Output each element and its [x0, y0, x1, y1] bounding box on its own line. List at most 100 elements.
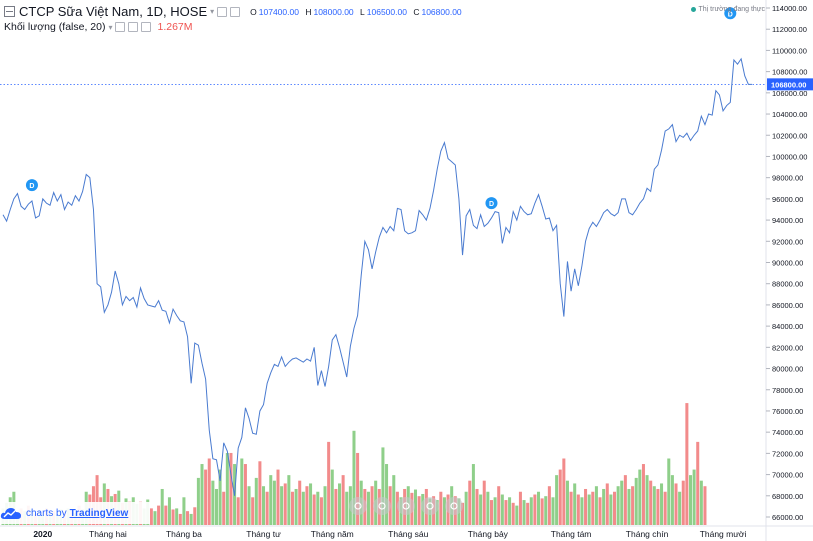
volume-bar — [489, 500, 493, 525]
y-tick-label: 66000.00 — [772, 513, 803, 522]
x-tick-label: Tháng tám — [551, 529, 592, 539]
eye-icon[interactable] — [217, 6, 228, 17]
volume-bar — [500, 494, 504, 525]
volume-bar — [703, 486, 707, 525]
volume-bar — [609, 494, 613, 525]
volume-bar — [493, 497, 497, 525]
volume-bar — [207, 458, 211, 525]
volume-bar — [544, 496, 548, 525]
volume-title[interactable]: Khối lượng (false, 20) — [4, 21, 106, 33]
scroll-right-icon[interactable] — [421, 497, 439, 515]
x-tick-label: Tháng chín — [626, 529, 669, 539]
volume-bar — [670, 475, 674, 526]
watermark-brand[interactable]: TradingView — [69, 507, 129, 519]
volume-bar — [385, 464, 389, 525]
volume-bar — [584, 488, 588, 525]
volume-bar — [594, 486, 598, 525]
volume-bar — [439, 491, 443, 525]
y-tick-label: 86000.00 — [772, 301, 803, 310]
tradingview-watermark[interactable]: charts by TradingView — [0, 502, 150, 524]
volume-bar — [312, 494, 316, 525]
scroll-left-icon-glyph — [402, 502, 410, 510]
open-value: 107400.00 — [258, 6, 299, 17]
volume-bar — [565, 480, 569, 525]
volume-bar — [547, 486, 551, 525]
volume-bar — [283, 483, 287, 525]
low-label: L — [360, 6, 365, 17]
last-price-badge — [767, 78, 813, 91]
volume-bar — [464, 491, 468, 525]
chevron-down-icon[interactable]: ▾ — [210, 7, 215, 16]
high-label: H — [305, 6, 312, 17]
reset-view-icon[interactable] — [445, 497, 463, 515]
zoom-out-icon[interactable] — [349, 497, 367, 515]
volume-bar — [167, 497, 171, 525]
volume-bar — [182, 497, 186, 525]
volume-bar — [685, 403, 689, 525]
low-value: 106500.00 — [366, 6, 407, 17]
y-tick-label: 96000.00 — [772, 195, 803, 204]
volume-bar — [435, 500, 439, 525]
volume-bar — [214, 488, 218, 525]
volume-bar — [551, 497, 555, 525]
collapse-legend-button[interactable] — [4, 6, 15, 17]
open-label: O — [250, 6, 257, 17]
eye-icon[interactable] — [115, 22, 126, 32]
volume-bar — [319, 497, 323, 525]
volume-bar — [290, 491, 294, 525]
volume-bar — [569, 491, 573, 525]
volume-bar — [605, 483, 609, 525]
volume-bar — [508, 497, 512, 525]
chevron-down-icon[interactable]: ▾ — [108, 22, 113, 32]
volume-bar — [699, 480, 703, 525]
close-value: 106800.00 — [421, 6, 462, 17]
settings-icon[interactable] — [230, 6, 241, 17]
volume-bar — [356, 452, 360, 525]
volume-bar — [674, 483, 678, 525]
volume-bar — [461, 502, 465, 525]
market-status-text: Thị trường đang thực — [698, 6, 766, 13]
volume-bar — [540, 498, 544, 525]
scroll-left-icon[interactable] — [397, 497, 415, 515]
volume-bar — [276, 469, 280, 525]
volume-bar — [537, 491, 541, 525]
settings-icon[interactable] — [128, 22, 139, 32]
dividend-marker — [25, 179, 38, 192]
y-tick-label: 70000.00 — [772, 471, 803, 480]
volume-bar — [667, 458, 671, 525]
y-tick-label: 74000.00 — [772, 428, 803, 437]
volume-bar — [247, 486, 251, 525]
volume-bar — [475, 488, 479, 525]
volume-bar — [327, 441, 331, 526]
close-label: C — [413, 6, 420, 17]
volume-bar — [254, 477, 258, 525]
volume-bar — [225, 452, 229, 525]
volume-bar — [323, 486, 327, 525]
symbol-title[interactable]: CTCP Sữa Việt Nam, 1D, HOSE — [19, 4, 208, 19]
zoom-in-icon[interactable] — [373, 497, 391, 515]
y-tick-label: 112000.00 — [772, 25, 807, 34]
volume-bar — [616, 486, 620, 525]
volume-bar — [229, 452, 233, 525]
close-icon[interactable] — [141, 22, 152, 32]
volume-bar — [656, 488, 660, 525]
volume-bar — [392, 475, 396, 526]
x-tick-label: Tháng ba — [166, 529, 202, 539]
x-tick-label: Tháng năm — [311, 529, 354, 539]
x-tick-label: Tháng tư — [246, 529, 281, 539]
y-tick-label: 94000.00 — [772, 216, 803, 225]
volume-bar — [591, 491, 595, 525]
volume-bar — [678, 491, 682, 525]
volume-bar — [236, 497, 240, 525]
volume-bar — [471, 464, 475, 525]
reset-view-icon-glyph — [450, 502, 458, 510]
volume-bar — [612, 491, 617, 525]
volume-bar — [272, 480, 276, 525]
volume-bar — [526, 502, 530, 525]
volume-bar — [688, 475, 692, 526]
volume-bar — [352, 430, 356, 525]
volume-bar — [627, 488, 631, 525]
volume-bar — [504, 500, 508, 525]
volume-legend: Khối lượng (false, 20) ▾ 1.267M — [4, 21, 193, 33]
